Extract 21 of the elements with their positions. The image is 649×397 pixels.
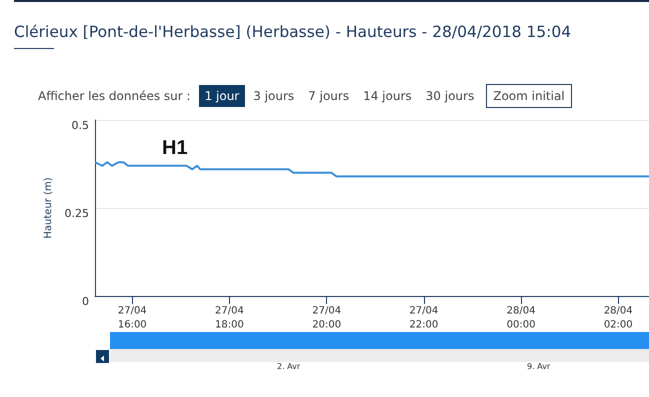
- x-tick-label: 28/04 00:00: [506, 306, 536, 330]
- chart-title: Clérieux [Pont-de-l'Herbasse] (Herbasse) - Hauteurs - 28/04/2018 15:04: [14, 23, 572, 41]
- x-tick-label: 27/04 16:00: [118, 306, 147, 330]
- text: 9. Avr: [527, 362, 550, 371]
- x-tick-label: 28/04 02:00: [604, 306, 633, 330]
- text: Zoom initial: [486, 84, 572, 108]
- x-tick-label: 27/04 18:00: [215, 306, 244, 330]
- text: 2. Avr: [277, 362, 300, 371]
- y-tick-label: 0: [82, 295, 89, 308]
- y-tick-label: 0.25: [64, 207, 89, 220]
- x-tick-label: 27/04 22:00: [409, 306, 438, 330]
- text: 14 jours: [362, 88, 413, 105]
- x-tick-label: 27/04 20:00: [312, 306, 342, 330]
- y-axis-title: Hauteur (m): [43, 177, 54, 239]
- y-tick-label: 0.5: [72, 119, 89, 132]
- text: 30 jours: [424, 88, 476, 105]
- text: 3 jours: [252, 88, 296, 105]
- annotation: H1: [162, 137, 188, 160]
- text: 1 jour: [198, 85, 246, 107]
- text: 7 jours: [307, 88, 350, 105]
- text: Afficher les données sur :: [38, 89, 191, 103]
